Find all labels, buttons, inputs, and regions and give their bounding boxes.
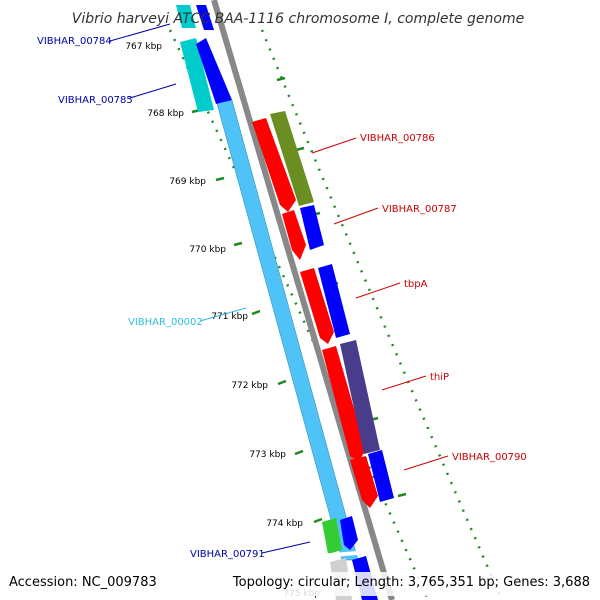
gene-tbpa [300, 268, 334, 344]
gene-vibhar-00784-strand [196, 5, 214, 30]
gene-thip [340, 340, 380, 454]
tick-marks-left [182, 42, 323, 524]
tick-label-774: 774 kbp [266, 519, 303, 529]
backbone-line [211, 0, 395, 600]
inner-dotted-guide [260, 29, 504, 600]
gene-label-vibhar-00790[interactable]: VIBHAR_00790 [452, 452, 527, 463]
tick-label-768: 768 kbp [147, 109, 184, 119]
gene-label-vibhar-00002[interactable]: VIBHAR_00002 [128, 317, 203, 328]
gene-label-thip[interactable]: thiP [430, 372, 449, 383]
tick-label-770: 770 kbp [189, 245, 226, 255]
gene-thip-red [322, 346, 366, 462]
gene-vibhar-00790-strand [368, 450, 394, 502]
gene-vibhar-00790 [350, 456, 378, 508]
tick-label-767: 767 kbp [125, 42, 162, 52]
tick-label-769: 769 kbp [169, 177, 206, 187]
gene-label-vibhar-00786[interactable]: VIBHAR_00786 [360, 133, 435, 144]
callout-lines [109, 23, 449, 554]
tick-label-772: 772 kbp [231, 381, 268, 391]
bottom-separator [319, 550, 371, 558]
gene-vibhar-00791-strand [340, 516, 358, 550]
tick-label-771: 771 kbp [211, 312, 248, 322]
gene-label-vibhar-00785[interactable]: VIBHAR_00785 [58, 95, 133, 106]
gene-label-vibhar-00787[interactable]: VIBHAR_00787 [382, 204, 457, 215]
outer-dotted-guide [168, 29, 430, 600]
gene-vibhar-00791 [322, 518, 342, 554]
gene-vibhar-00786-olive [270, 111, 314, 206]
accession-text: Accession: NC_009783 [9, 575, 157, 590]
gene-label-vibhar-00791[interactable]: VIBHAR_00791 [190, 549, 265, 560]
gene-vibhar-00785 [180, 38, 214, 112]
gene-label-vibhar-00784[interactable]: VIBHAR_00784 [37, 36, 112, 47]
gene-vibhar-00784 [176, 5, 196, 28]
gene-vibhar-00787-strand [300, 205, 324, 250]
page-title: Vibrio harveyi ATCC BAA-1116 chromosome … [72, 11, 524, 27]
tick-label-773: 773 kbp [249, 450, 286, 460]
footer-background [0, 572, 600, 596]
gene-label-tbpa[interactable]: tbpA [404, 279, 428, 290]
gene-vibhar-00785-strand [196, 38, 232, 104]
topology-text: Topology: circular; Length: 3,765,351 bp… [232, 575, 590, 590]
gene-tbpa-strand [318, 264, 350, 338]
gene-vibhar-00787 [282, 210, 306, 260]
gene-vibhar-00786 [252, 118, 296, 212]
